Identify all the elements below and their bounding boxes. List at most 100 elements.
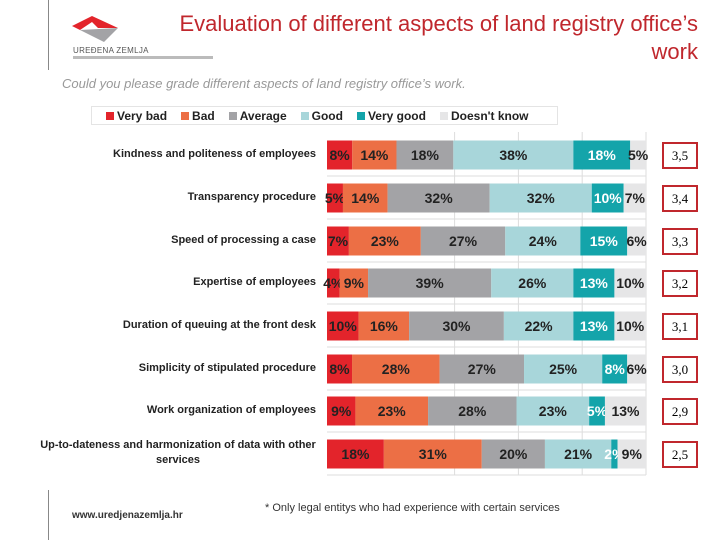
bar-segment bbox=[348, 226, 421, 256]
data-label: 6% bbox=[627, 361, 648, 377]
legend-item: Average bbox=[228, 109, 287, 123]
category-label: Expertise of employees bbox=[193, 276, 316, 288]
score-box: 2,9 bbox=[662, 398, 698, 425]
data-label: 9% bbox=[331, 403, 352, 419]
data-label: 7% bbox=[625, 190, 646, 206]
footer-url[interactable]: www.uredjenazemlja.hr bbox=[72, 510, 183, 521]
data-label: 27% bbox=[468, 361, 497, 377]
bar-segment bbox=[327, 396, 356, 426]
legend-label: Very bad bbox=[117, 108, 168, 123]
bar-segment bbox=[327, 311, 359, 341]
score-box: 3,2 bbox=[662, 270, 698, 297]
bar-segment bbox=[573, 140, 631, 170]
bar-segment bbox=[439, 354, 525, 384]
bar-segment bbox=[352, 140, 397, 170]
data-label: 18% bbox=[341, 446, 370, 462]
bar-segment bbox=[611, 439, 618, 469]
bar-segment bbox=[387, 183, 490, 213]
data-label: 13% bbox=[580, 275, 609, 291]
score-box: 2,5 bbox=[662, 441, 698, 468]
score-box: 3,5 bbox=[662, 142, 698, 169]
category-label: Transparency procedure bbox=[187, 191, 316, 203]
data-label: 27% bbox=[449, 233, 478, 249]
legend-swatch bbox=[228, 111, 237, 120]
legend-swatch bbox=[181, 111, 190, 120]
data-label: 16% bbox=[370, 318, 399, 334]
data-label: 22% bbox=[525, 318, 554, 334]
data-label: 30% bbox=[442, 318, 471, 334]
legend-item: Very good bbox=[356, 108, 426, 123]
bar-segment bbox=[630, 140, 646, 170]
data-label: 9% bbox=[344, 275, 365, 291]
bar-segment bbox=[591, 183, 624, 213]
data-label: 23% bbox=[378, 403, 407, 419]
data-label: 25% bbox=[549, 361, 578, 377]
legend-swatch bbox=[300, 111, 309, 120]
data-label: 14% bbox=[360, 147, 389, 163]
bar-segment bbox=[409, 311, 504, 341]
data-label: 15% bbox=[590, 233, 619, 249]
bar-segment bbox=[505, 226, 581, 256]
bar-segment bbox=[396, 140, 454, 170]
data-label: 31% bbox=[419, 446, 448, 462]
data-label: 32% bbox=[425, 190, 454, 206]
footnote: * Only legal entitys who had experience … bbox=[265, 502, 560, 514]
legend-swatch bbox=[106, 111, 114, 120]
bar-segment bbox=[339, 268, 369, 298]
bar-segment bbox=[489, 183, 592, 213]
data-label: 39% bbox=[416, 275, 445, 291]
bar-segment bbox=[355, 396, 429, 426]
bar-segment bbox=[358, 311, 410, 341]
page-title: Evaluation of different aspects of land … bbox=[179, 11, 698, 64]
data-label: 5% bbox=[325, 190, 346, 206]
bar-segment bbox=[604, 396, 646, 426]
legend-swatch bbox=[356, 111, 365, 120]
data-label: 10% bbox=[329, 318, 358, 334]
legend-swatch bbox=[439, 111, 448, 120]
data-label: 32% bbox=[527, 190, 556, 206]
bar-segment bbox=[342, 183, 388, 213]
bar-segment bbox=[420, 226, 506, 256]
data-label: 24% bbox=[529, 233, 558, 249]
chart-legend: Very bad Bad Average Good Very good Doesn't k… bbox=[91, 106, 558, 125]
score-box: 3,3 bbox=[662, 228, 698, 255]
bar-segment bbox=[491, 268, 574, 298]
legend-label: Very good bbox=[367, 108, 426, 123]
page-subtitle: Could you please grade different aspects… bbox=[62, 76, 466, 91]
legend-item: Very bad bbox=[106, 109, 167, 123]
legend-item: Doesn't know bbox=[439, 108, 529, 123]
divider-bottom bbox=[48, 490, 49, 540]
data-label: 5% bbox=[587, 403, 608, 419]
bar-segment bbox=[573, 311, 615, 341]
data-label: 7% bbox=[328, 233, 349, 249]
data-label: 10% bbox=[616, 318, 645, 334]
bar-segment bbox=[544, 439, 612, 469]
legend-label: Doesn't know bbox=[450, 108, 529, 123]
legend-label: Bad bbox=[192, 108, 215, 123]
data-label: 28% bbox=[382, 361, 411, 377]
data-label: 23% bbox=[539, 403, 568, 419]
data-label: 21% bbox=[564, 446, 593, 462]
divider-top bbox=[48, 0, 49, 70]
legend-label: Good bbox=[311, 108, 343, 123]
bar-segment bbox=[327, 354, 353, 384]
data-label: 26% bbox=[518, 275, 547, 291]
data-label: 8% bbox=[329, 361, 350, 377]
bar-segment bbox=[368, 268, 492, 298]
data-label: 9% bbox=[622, 446, 643, 462]
legend-item: Good bbox=[300, 108, 343, 123]
data-label: 14% bbox=[351, 190, 380, 206]
bar-segment bbox=[614, 311, 646, 341]
data-label: 5% bbox=[628, 147, 649, 163]
data-label: 38% bbox=[499, 147, 528, 163]
bar-segment bbox=[383, 439, 482, 469]
bar-segment bbox=[503, 311, 574, 341]
bar-segment bbox=[481, 439, 545, 469]
bar-segment bbox=[327, 439, 384, 469]
data-label: 18% bbox=[411, 147, 440, 163]
bar-segment bbox=[573, 268, 615, 298]
data-label: 4% bbox=[323, 275, 344, 291]
data-label: 20% bbox=[499, 446, 528, 462]
data-label: 18% bbox=[588, 147, 617, 163]
data-label: 10% bbox=[616, 275, 645, 291]
